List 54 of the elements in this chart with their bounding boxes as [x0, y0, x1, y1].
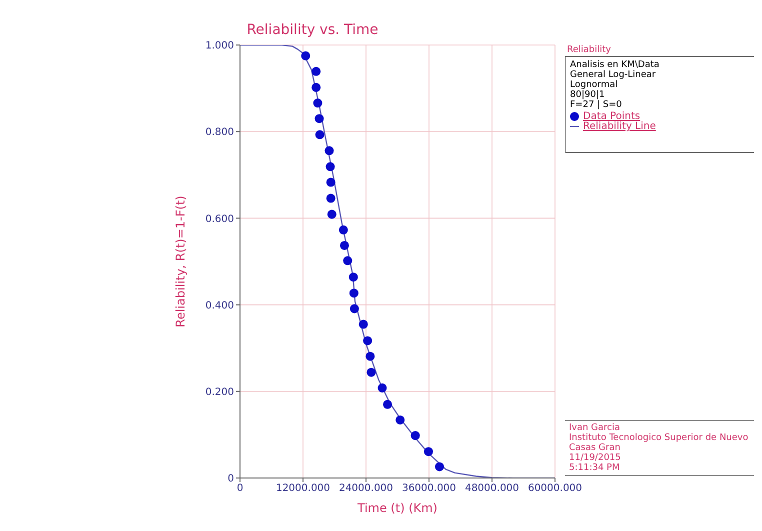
x-tick-label: 36000.000	[402, 483, 456, 494]
legend-title: Reliability	[565, 45, 754, 57]
x-tick-label: 48000.000	[464, 483, 520, 494]
y-axis-title: Reliability, R(t)=1-F(t)	[173, 196, 188, 328]
point	[410, 431, 420, 440]
point	[326, 178, 336, 187]
x-axis-title: Time (t) (Km)	[356, 501, 438, 515]
point	[326, 162, 335, 172]
point	[343, 256, 352, 266]
x-tick-label: 60000.000	[528, 483, 582, 494]
legend-label: Reliability Line	[583, 121, 656, 132]
y-tick-label: 0.200	[205, 386, 234, 398]
point	[349, 288, 358, 298]
point	[383, 400, 392, 409]
point	[366, 352, 375, 361]
point	[434, 462, 444, 472]
legend-label: Data Points	[583, 111, 640, 122]
point	[315, 130, 324, 140]
text: 80|90|1	[570, 90, 606, 100]
y-tick-label: 0.800	[205, 127, 234, 138]
point	[350, 304, 359, 314]
point	[326, 194, 336, 203]
point	[366, 368, 376, 377]
point	[424, 447, 433, 456]
point	[363, 336, 372, 346]
x-tick-label: 12000.000	[276, 483, 330, 494]
text: Lognormal	[570, 80, 619, 90]
point	[301, 51, 310, 60]
point	[378, 383, 387, 392]
text: Ivan Garcia	[569, 423, 622, 433]
text: Instituto Tecnologico Superior de Nuevo Casas Gran	[569, 433, 750, 453]
point	[358, 320, 368, 329]
point	[314, 114, 324, 124]
chart-title: Reliability vs. Time	[246, 22, 380, 38]
point	[340, 240, 349, 250]
point	[338, 225, 348, 234]
x-tick-label: 0	[236, 483, 244, 494]
text: Analisis en KM\Data	[570, 60, 660, 70]
point	[327, 210, 336, 219]
y-tick-label: 0	[228, 474, 234, 485]
x-tick-label: 24000.000	[338, 483, 394, 494]
text: 11/19/2015	[569, 453, 622, 463]
point	[313, 98, 322, 108]
point	[348, 272, 358, 282]
text: F=27 | S=0	[570, 100, 623, 110]
point	[312, 82, 321, 92]
text: General Log-Linear	[570, 70, 657, 80]
y-tick-label: 0.400	[205, 300, 234, 312]
y-tick-label: 1.000	[205, 40, 234, 52]
point	[312, 66, 321, 76]
point	[396, 415, 405, 424]
text: 5:11:34 PM	[569, 463, 621, 473]
point	[324, 146, 334, 156]
y-tick-label: 0.600	[205, 214, 234, 225]
